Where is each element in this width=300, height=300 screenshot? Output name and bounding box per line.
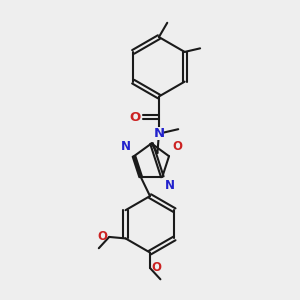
Text: O: O <box>172 140 182 153</box>
Text: N: N <box>153 127 164 140</box>
Text: N: N <box>165 179 175 192</box>
Text: O: O <box>152 262 161 275</box>
Text: O: O <box>98 230 108 243</box>
Text: O: O <box>129 111 140 124</box>
Text: N: N <box>121 140 131 153</box>
